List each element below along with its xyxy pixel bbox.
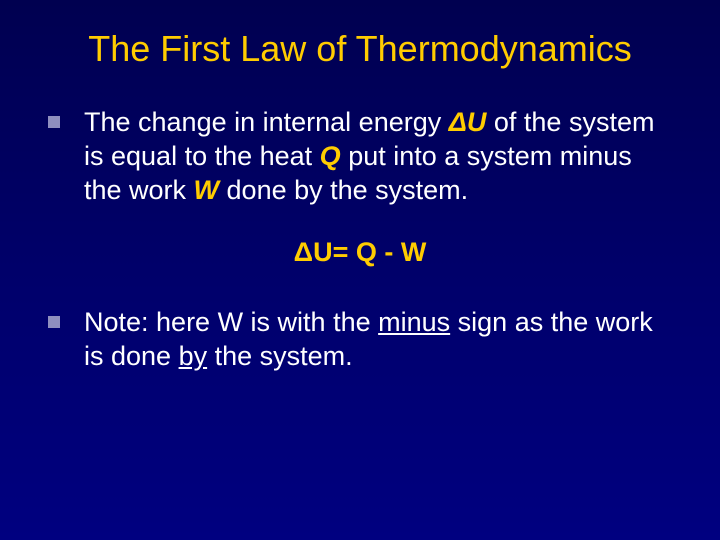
b1-du: ΔU — [449, 107, 487, 137]
b2-seg1: Note: here W is with the — [84, 307, 378, 337]
b2-seg3: the system. — [207, 341, 353, 371]
equation: ΔU= Q - W — [48, 237, 672, 268]
bullet-1: The change in internal energy ΔU of the … — [48, 106, 672, 207]
slide-title: The First Law of Thermodynamics — [28, 28, 692, 70]
b2-u1: minus — [378, 307, 450, 337]
bullet-2: Note: here W is with the minus sign as t… — [48, 306, 672, 374]
b1-w: W — [194, 175, 219, 205]
b1-q: Q — [320, 141, 341, 171]
b2-u2: by — [179, 341, 208, 371]
slide-content: The change in internal energy ΔU of the … — [28, 106, 692, 374]
b1-seg1: The change in internal energy — [84, 107, 449, 137]
b1-seg4: done by the system. — [219, 175, 468, 205]
